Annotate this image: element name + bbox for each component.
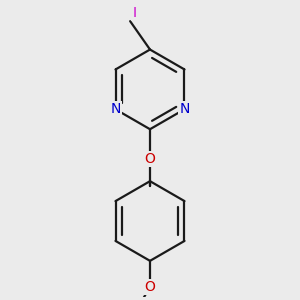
Text: O: O [145, 280, 155, 294]
Text: N: N [110, 102, 121, 116]
Text: N: N [179, 102, 190, 116]
Text: O: O [145, 152, 155, 166]
Text: I: I [132, 5, 136, 20]
